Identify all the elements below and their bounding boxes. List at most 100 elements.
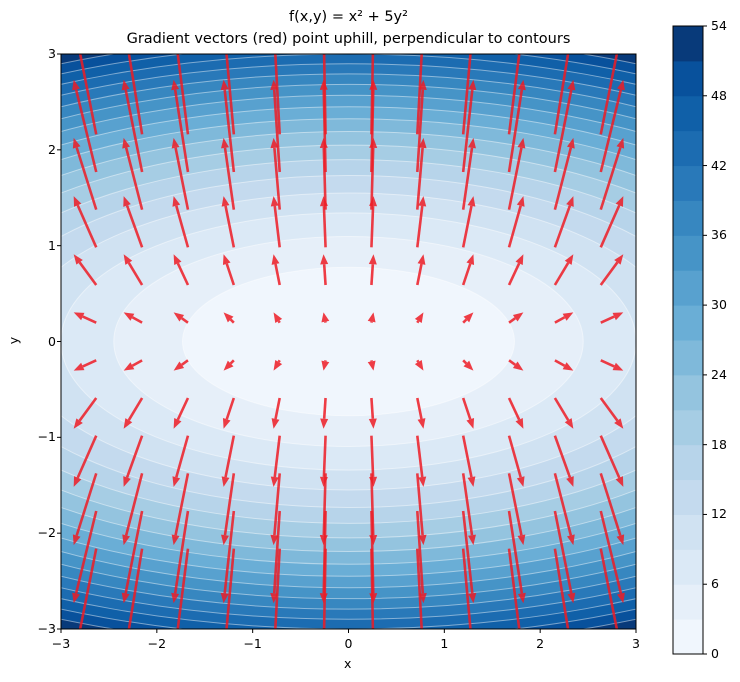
gradient-arrow: [123, 397, 144, 429]
gradient-arrow: [320, 254, 329, 286]
gradient-arrow: [223, 312, 235, 324]
gradient-arrow: [72, 510, 98, 604]
gradient-arrow: [461, 137, 476, 210]
contour-line: [61, 63, 636, 620]
gradient-arrow: [73, 196, 98, 248]
gradient-arrow: [599, 472, 625, 546]
gradient-arrow: [73, 359, 97, 371]
gradient-arrow: [414, 312, 424, 324]
gradient-arrow: [123, 435, 144, 487]
gradient-arrow: [171, 79, 190, 173]
gradient-arrow: [416, 196, 427, 248]
gradient-arrow: [461, 54, 472, 135]
gradient-arrow: [416, 473, 427, 546]
x-tick-label: −2: [147, 636, 167, 651]
gradient-arrow: [599, 435, 624, 487]
gradient-arrow: [221, 473, 236, 546]
gradient-arrow: [72, 472, 98, 546]
colorbar-tick-label: 36: [711, 227, 727, 243]
gradient-arrow: [225, 54, 236, 135]
gradient-arrow: [416, 435, 427, 487]
gradient-arrow: [173, 397, 190, 429]
y-tick-label: −1: [37, 429, 56, 445]
gradient-arrow: [461, 510, 477, 604]
y-tick-label: 2: [48, 141, 56, 157]
contour-line: [61, 73, 636, 610]
gradient-arrow: [225, 548, 236, 629]
gradient-arrow: [599, 510, 625, 604]
contour-line: [113, 236, 584, 447]
gradient-arrow: [319, 435, 328, 487]
gradient-arrow: [270, 435, 281, 487]
gradient-arrow: [553, 473, 575, 546]
gradient-arrow: [554, 359, 574, 371]
colorbar-tick-label: 30: [711, 297, 727, 313]
gradient-arrow: [321, 312, 330, 323]
gradient-arrow: [123, 254, 144, 286]
colorbar-tick-label: 12: [711, 506, 727, 522]
gradient-arrow: [369, 473, 378, 546]
gradient-arrow: [367, 312, 376, 323]
gradient-arrow: [222, 397, 236, 429]
colorbar-tick-label: 54: [711, 18, 727, 33]
gradient-arrow: [416, 397, 426, 429]
contour-line: [61, 131, 636, 552]
gradient-arrow: [172, 435, 190, 487]
gradient-arrow: [414, 359, 424, 371]
gradient-arrow: [123, 196, 144, 248]
gradient-arrow: [553, 137, 575, 210]
gradient-arrow: [321, 360, 330, 371]
gradient-arrow: [172, 196, 190, 248]
gradient-arrow: [507, 196, 525, 248]
gradient-arrow: [600, 312, 624, 324]
colorbar-band: [673, 409, 703, 446]
gradient-arrow: [461, 397, 475, 429]
gradient-arrow: [73, 435, 98, 487]
colorbar-tick-label: 0: [711, 646, 719, 661]
contour-line: [61, 94, 636, 589]
gradient-arrow: [416, 254, 426, 286]
gradient-arrow: [171, 137, 190, 210]
gradient-arrow: [507, 435, 525, 487]
gradient-arrow: [553, 435, 574, 487]
gradient-arrow: [73, 312, 97, 324]
contour-line: [61, 175, 636, 508]
gradient-arrow: [553, 54, 570, 135]
colorbar-band: [673, 165, 703, 201]
gradient-arrow: [221, 196, 236, 248]
chart-subtitle: Gradient vectors (red) point uphill, per…: [126, 31, 571, 47]
gradient-arrow: [319, 473, 328, 546]
gradient-arrow: [171, 510, 190, 604]
gradient-arrow: [462, 359, 474, 371]
x-tick-label: 3: [632, 636, 640, 651]
x-tick-label: −1: [243, 636, 262, 651]
gradient-arrow: [416, 54, 423, 135]
gradient-arrow: [553, 397, 574, 429]
gradient-arrow: [553, 548, 570, 629]
gradient-arrow: [508, 359, 524, 371]
gradient-arrow: [173, 312, 189, 324]
gradient-arrow: [553, 510, 576, 604]
colorbar-band: [673, 479, 703, 515]
gradient-arrow: [599, 79, 625, 173]
chart-title: f(x,y) = x² + 5y²: [289, 9, 408, 25]
gradient-arrow: [320, 397, 329, 429]
gradient-arrow: [273, 359, 283, 371]
colorbar-band: [673, 584, 703, 620]
gradient-arrow: [127, 54, 144, 135]
gradient-arrow: [599, 548, 619, 629]
gradient-arrow: [127, 548, 144, 629]
y-tick-label: 0: [48, 333, 56, 349]
gradient-arrow: [461, 473, 476, 546]
x-tick-label: −3: [51, 636, 71, 651]
gradient-arrow: [368, 397, 377, 429]
gradient-arrow: [370, 54, 375, 135]
colorbar: [672, 25, 707, 655]
y-tick-label: 1: [48, 237, 56, 253]
gradient-arrow: [122, 137, 144, 210]
gradient-arrow: [221, 137, 236, 210]
gradient-arrow: [600, 359, 624, 371]
x-tick-label: 2: [536, 636, 545, 651]
gradient-arrow: [271, 254, 281, 286]
